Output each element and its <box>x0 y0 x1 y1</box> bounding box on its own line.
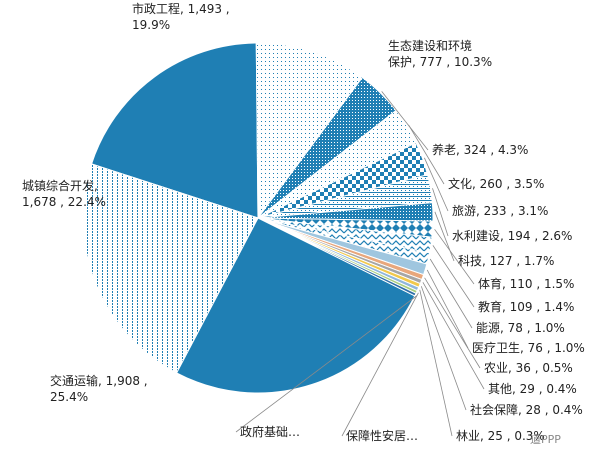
data-label-shizheng: 市政工程, 1,493 , 19.9% <box>132 1 230 32</box>
data-label-wenhua-line1: 文化, 260 , 3.5% <box>448 176 544 191</box>
data-label-keji-line1: 科技, 127 , 1.7% <box>458 254 554 268</box>
data-label-shehui: 社会保障, 28 , 0.4% <box>470 402 583 417</box>
leader-line-lvyou <box>424 157 449 212</box>
data-label-shizheng-line1: 市政工程, 1,493 , <box>132 1 230 16</box>
data-label-zhengfu: 政府基础… <box>240 424 300 439</box>
watermark-text: 道PPP <box>530 432 561 446</box>
leader-line-wenhua <box>408 124 445 185</box>
data-label-tiyu: 体育, 110 , 1.5% <box>478 276 574 291</box>
data-label-jiaoyu: 教育, 109 , 1.4% <box>478 299 574 314</box>
data-label-nengyuan-line1: 能源, 78 , 1.0% <box>476 321 565 335</box>
leader-line-yiliao <box>426 269 469 349</box>
slice-0 <box>90 42 259 219</box>
data-label-baozhang: 保障性安居… <box>346 428 418 443</box>
data-label-shuili: 水利建设, 194 , 2.6% <box>452 229 572 243</box>
data-label-chengzhen-line1: 城镇综合开发, <box>22 178 98 193</box>
data-label-chengzhen: 城镇综合开发, 1,678 , 22.4% <box>22 178 106 209</box>
data-label-nengyuan: 能源, 78 , 1.0% <box>476 321 565 335</box>
data-label-shizheng-line2: 19.9% <box>132 18 170 32</box>
leader-line-yanglao <box>381 91 429 151</box>
data-label-jiaoyu-line1: 教育, 109 , 1.4% <box>478 299 574 314</box>
data-label-jiaotong-line2: 25.4% <box>50 390 88 404</box>
slice-1 <box>255 42 364 220</box>
data-label-zhengfu-line1: 政府基础… <box>240 424 300 439</box>
data-label-yiliao: 医疗卫生, 76 , 1.0% <box>472 341 585 355</box>
leader-line-baozhang <box>341 292 419 437</box>
data-label-nongye: 农业, 36 , 0.5% <box>484 361 573 375</box>
data-label-qita: 其他, 29 , 0.4% <box>488 382 577 396</box>
leader-line-linye <box>419 289 453 437</box>
data-label-jiaotong-line1: 交通运输, 1,908 , <box>50 373 148 388</box>
data-label-lvyou: 旅游, 233 , 3.1% <box>452 204 548 218</box>
leader-line-jiaoyu <box>432 245 475 308</box>
data-label-shengtai-line1: 生态建设和环境 <box>388 38 472 53</box>
data-label-shuili-line1: 水利建设, 194 , 2.6% <box>452 229 572 243</box>
data-label-yanglao-line1: 养老, 324 , 4.3% <box>432 142 528 157</box>
leader-line-nongye <box>424 277 481 369</box>
leader-line-qita <box>422 282 485 390</box>
data-label-linye: 林业, 25 , 0.3% <box>456 429 545 443</box>
data-label-lvyou-line1: 旅游, 233 , 3.1% <box>452 204 548 218</box>
leader-line-shuili <box>432 188 449 237</box>
leader-line-tiyu <box>434 229 475 285</box>
data-label-shehui-line1: 社会保障, 28 , 0.4% <box>470 402 583 417</box>
data-label-yanglao: 养老, 324 , 4.3% <box>432 142 528 157</box>
data-label-yiliao-line1: 医疗卫生, 76 , 1.0% <box>472 341 585 355</box>
data-label-linye-line1: 林业, 25 , 0.3% <box>456 429 545 443</box>
data-label-keji: 科技, 127 , 1.7% <box>458 254 554 268</box>
data-label-shengtai-line2: 保护, 777 , 10.3% <box>388 55 492 69</box>
data-label-tiyu-line1: 体育, 110 , 1.5% <box>478 276 574 291</box>
slice-18 <box>82 163 259 374</box>
leader-line-zhengfu <box>235 295 418 433</box>
leader-line-keji <box>434 211 455 262</box>
leader-line-nengyuan <box>429 258 473 329</box>
data-label-baozhang-line1: 保障性安居… <box>346 428 418 443</box>
data-label-shengtai: 生态建设和环境保护, 777 , 10.3% <box>388 38 492 69</box>
data-label-chengzhen-line2: 1,678 , 22.4% <box>22 195 106 209</box>
data-label-jiaotong: 交通运输, 1,908 , 25.4% <box>50 373 148 404</box>
data-label-nongye-line1: 农业, 36 , 0.5% <box>484 361 573 375</box>
slice-17 <box>175 217 416 394</box>
leader-line-shehui <box>420 286 467 411</box>
data-label-qita-line1: 其他, 29 , 0.4% <box>488 382 577 396</box>
data-label-wenhua: 文化, 260 , 3.5% <box>448 176 544 191</box>
